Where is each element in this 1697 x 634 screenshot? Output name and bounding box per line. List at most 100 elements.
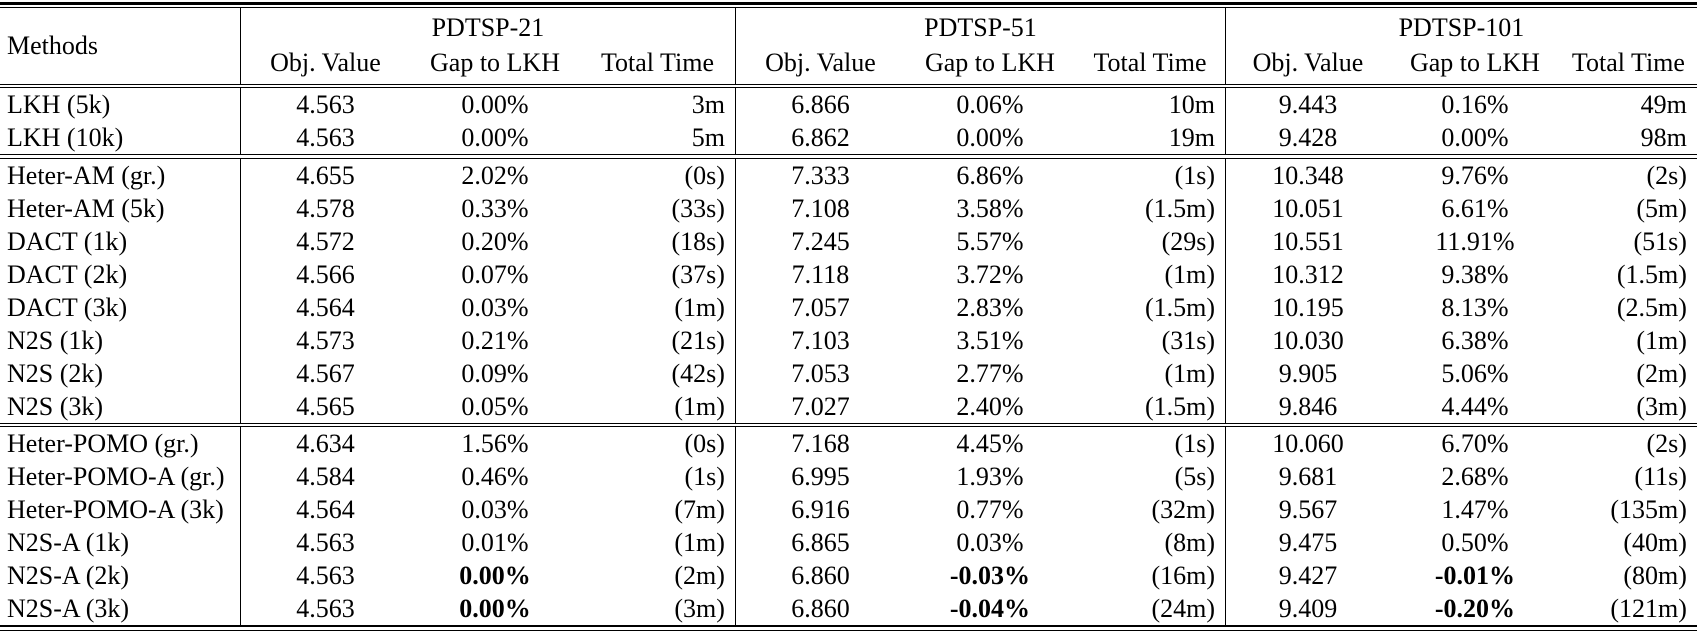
gap-value-cell: 0.33%: [461, 193, 529, 223]
time-value-cell: (121m): [1610, 594, 1687, 623]
table-row: Heter-POMO-A (gr.) 4.584 0.46% (1s) 6.995 1.9…: [0, 460, 1697, 493]
gap-value-cell: 6.70%: [1441, 429, 1509, 458]
time-value-cell: 5m: [691, 123, 725, 152]
obj-value-cell: 4.563: [239, 526, 410, 559]
gap-value-cell: 0.01%: [461, 528, 529, 557]
gap-value-cell: 6.61%: [1441, 193, 1509, 223]
obj-value-cell: 9.409: [1225, 592, 1390, 625]
obj-value-cell: 9.443: [1225, 88, 1390, 121]
obj-value-cell: 7.027: [734, 389, 905, 423]
time-value-cell: (1.5m): [1144, 292, 1215, 322]
row-group-pomo-n2sa: Heter-POMO (gr.) 4.634 1.56% (0s) 7.168 4.45%…: [0, 427, 1697, 625]
method-name: Heter-POMO-A (3k): [7, 495, 224, 524]
gap-value-cell: 4.44%: [1441, 391, 1509, 421]
gap-value-cell: 0.77%: [956, 495, 1024, 524]
gap-value-cell: 0.03%: [956, 528, 1024, 557]
time-value-cell: (1m): [1636, 325, 1687, 355]
time-value-cell: (5s): [1174, 462, 1215, 491]
obj-value-cell: 4.634: [239, 427, 410, 460]
table-row: Heter-POMO-A (3k) 4.564 0.03% (7m) 6.916 0.77…: [0, 493, 1697, 526]
obj-value-cell: 6.995: [734, 460, 905, 493]
obj-value-cell: 4.565: [239, 389, 410, 423]
time-value-cell: (2m): [1636, 358, 1687, 388]
time-value-cell: (24m): [1151, 594, 1215, 623]
gap-value-cell: 9.38%: [1441, 259, 1509, 289]
method-name: DACT (1k): [7, 226, 128, 256]
time-value-cell: (31s): [1161, 325, 1215, 355]
time-value-cell: (80m): [1623, 561, 1687, 590]
time-value-cell: 49m: [1640, 90, 1687, 119]
table-row: DACT (1k) 4.572 0.20% (18s) 7.245 5.57% (29s) 1…: [0, 224, 1697, 258]
obj-value-cell: 6.860: [734, 559, 905, 592]
gap-value-cell: 0.09%: [461, 358, 529, 388]
gap-value-cell: 0.00%: [461, 90, 529, 119]
table-row: DACT (3k) 4.564 0.03% (1m) 7.057 2.83% (1.5m) 1…: [0, 290, 1697, 324]
gap-value-cell: -0.03%: [949, 561, 1031, 590]
time-value-cell: (32m): [1151, 495, 1215, 524]
obj-value-cell: 4.572: [239, 224, 410, 258]
time-value-cell: (16m): [1151, 561, 1215, 590]
obj-value-cell: 9.567: [1225, 493, 1390, 526]
gap-value-cell: 3.72%: [956, 259, 1024, 289]
method-name: N2S (1k): [7, 325, 104, 355]
gap-value-cell: 0.46%: [461, 462, 529, 491]
gap-value-cell: 0.00%: [459, 561, 531, 590]
time-value-cell: 10m: [1168, 90, 1215, 119]
table-row: LKH (5k) 4.563 0.00% 3m 6.866 0.06% 10m 9.443 0.…: [0, 88, 1697, 121]
methods-column-header: Methods: [7, 30, 98, 60]
time-value-cell: (0s): [684, 160, 725, 190]
time-value-cell: (11s): [1634, 462, 1687, 491]
gap-value-cell: 0.00%: [956, 123, 1024, 152]
gap-value-cell: 0.05%: [461, 391, 529, 421]
time-value-cell: 3m: [691, 90, 725, 119]
obj-value-cell: 10.060: [1225, 427, 1390, 460]
method-name: LKH (5k): [7, 90, 111, 119]
obj-value-cell: 7.333: [734, 158, 905, 192]
table-row: N2S-A (2k) 4.563 0.00% (2m) 6.860 -0.03% (16m)…: [0, 559, 1697, 592]
table-row: N2S-A (1k) 4.563 0.01% (1m) 6.865 0.03% (8m) 9.…: [0, 526, 1697, 559]
obj-value-cell: 4.573: [239, 323, 410, 357]
col-header-obj-value: Obj. Value: [734, 45, 905, 84]
col-header-obj-value: Obj. Value: [1225, 45, 1390, 84]
method-name: N2S (2k): [7, 358, 104, 388]
table-header: Methods PDTSP-21 PDTSP-51 PDTSP-101 Obj.…: [0, 7, 1697, 84]
method-name: LKH (10k): [7, 123, 124, 152]
table-row: Heter-AM (gr.) 4.655 2.02% (0s) 7.333 6.86% (1…: [0, 158, 1697, 192]
section-title-pdtsp-101: PDTSP-101: [1225, 7, 1697, 46]
col-header-total-time: Total Time: [600, 47, 714, 77]
obj-value-cell: 10.051: [1225, 191, 1390, 225]
row-group-baselines: Heter-AM (gr.) 4.655 2.02% (0s) 7.333 6.86% (1…: [0, 158, 1697, 423]
bottom-rule: [0, 625, 1697, 631]
time-value-cell: (2.5m): [1616, 292, 1687, 322]
gap-value-cell: 0.20%: [461, 226, 529, 256]
obj-value-cell: 7.245: [734, 224, 905, 258]
table-row: N2S (3k) 4.565 0.05% (1m) 7.027 2.40% (1.5m) 9.…: [0, 389, 1697, 423]
obj-value-cell: 10.551: [1225, 224, 1390, 258]
obj-value-cell: 7.168: [734, 427, 905, 460]
section-title-pdtsp-21: PDTSP-21: [239, 7, 735, 46]
group-separator-rule: [0, 422, 1697, 427]
obj-value-cell: 7.053: [734, 356, 905, 390]
time-value-cell: (1m): [674, 292, 725, 322]
obj-value-cell: 10.030: [1225, 323, 1390, 357]
time-value-cell: (33s): [671, 193, 725, 223]
method-name: Heter-AM (5k): [7, 193, 165, 223]
gap-value-cell: 2.40%: [956, 391, 1024, 421]
method-name: N2S (3k): [7, 391, 104, 421]
gap-value-cell: 5.57%: [956, 226, 1024, 256]
obj-value-cell: 9.427: [1225, 559, 1390, 592]
obj-value-cell: 10.195: [1225, 290, 1390, 324]
obj-value-cell: 9.846: [1225, 389, 1390, 423]
gap-value-cell: 3.51%: [956, 325, 1024, 355]
group-separator-rule: [0, 154, 1697, 159]
row-group-lkh: LKH (5k) 4.563 0.00% 3m 6.866 0.06% 10m 9.443 0.…: [0, 88, 1697, 154]
time-value-cell: (37s): [671, 259, 725, 289]
col-header-total-time: Total Time: [1571, 47, 1685, 77]
header-separator-rule: [0, 83, 1697, 88]
time-value-cell: (1m): [674, 391, 725, 421]
time-value-cell: (2m): [674, 561, 725, 590]
time-value-cell: (135m): [1610, 495, 1687, 524]
obj-value-cell: 9.681: [1225, 460, 1390, 493]
obj-value-cell: 9.428: [1225, 121, 1390, 154]
